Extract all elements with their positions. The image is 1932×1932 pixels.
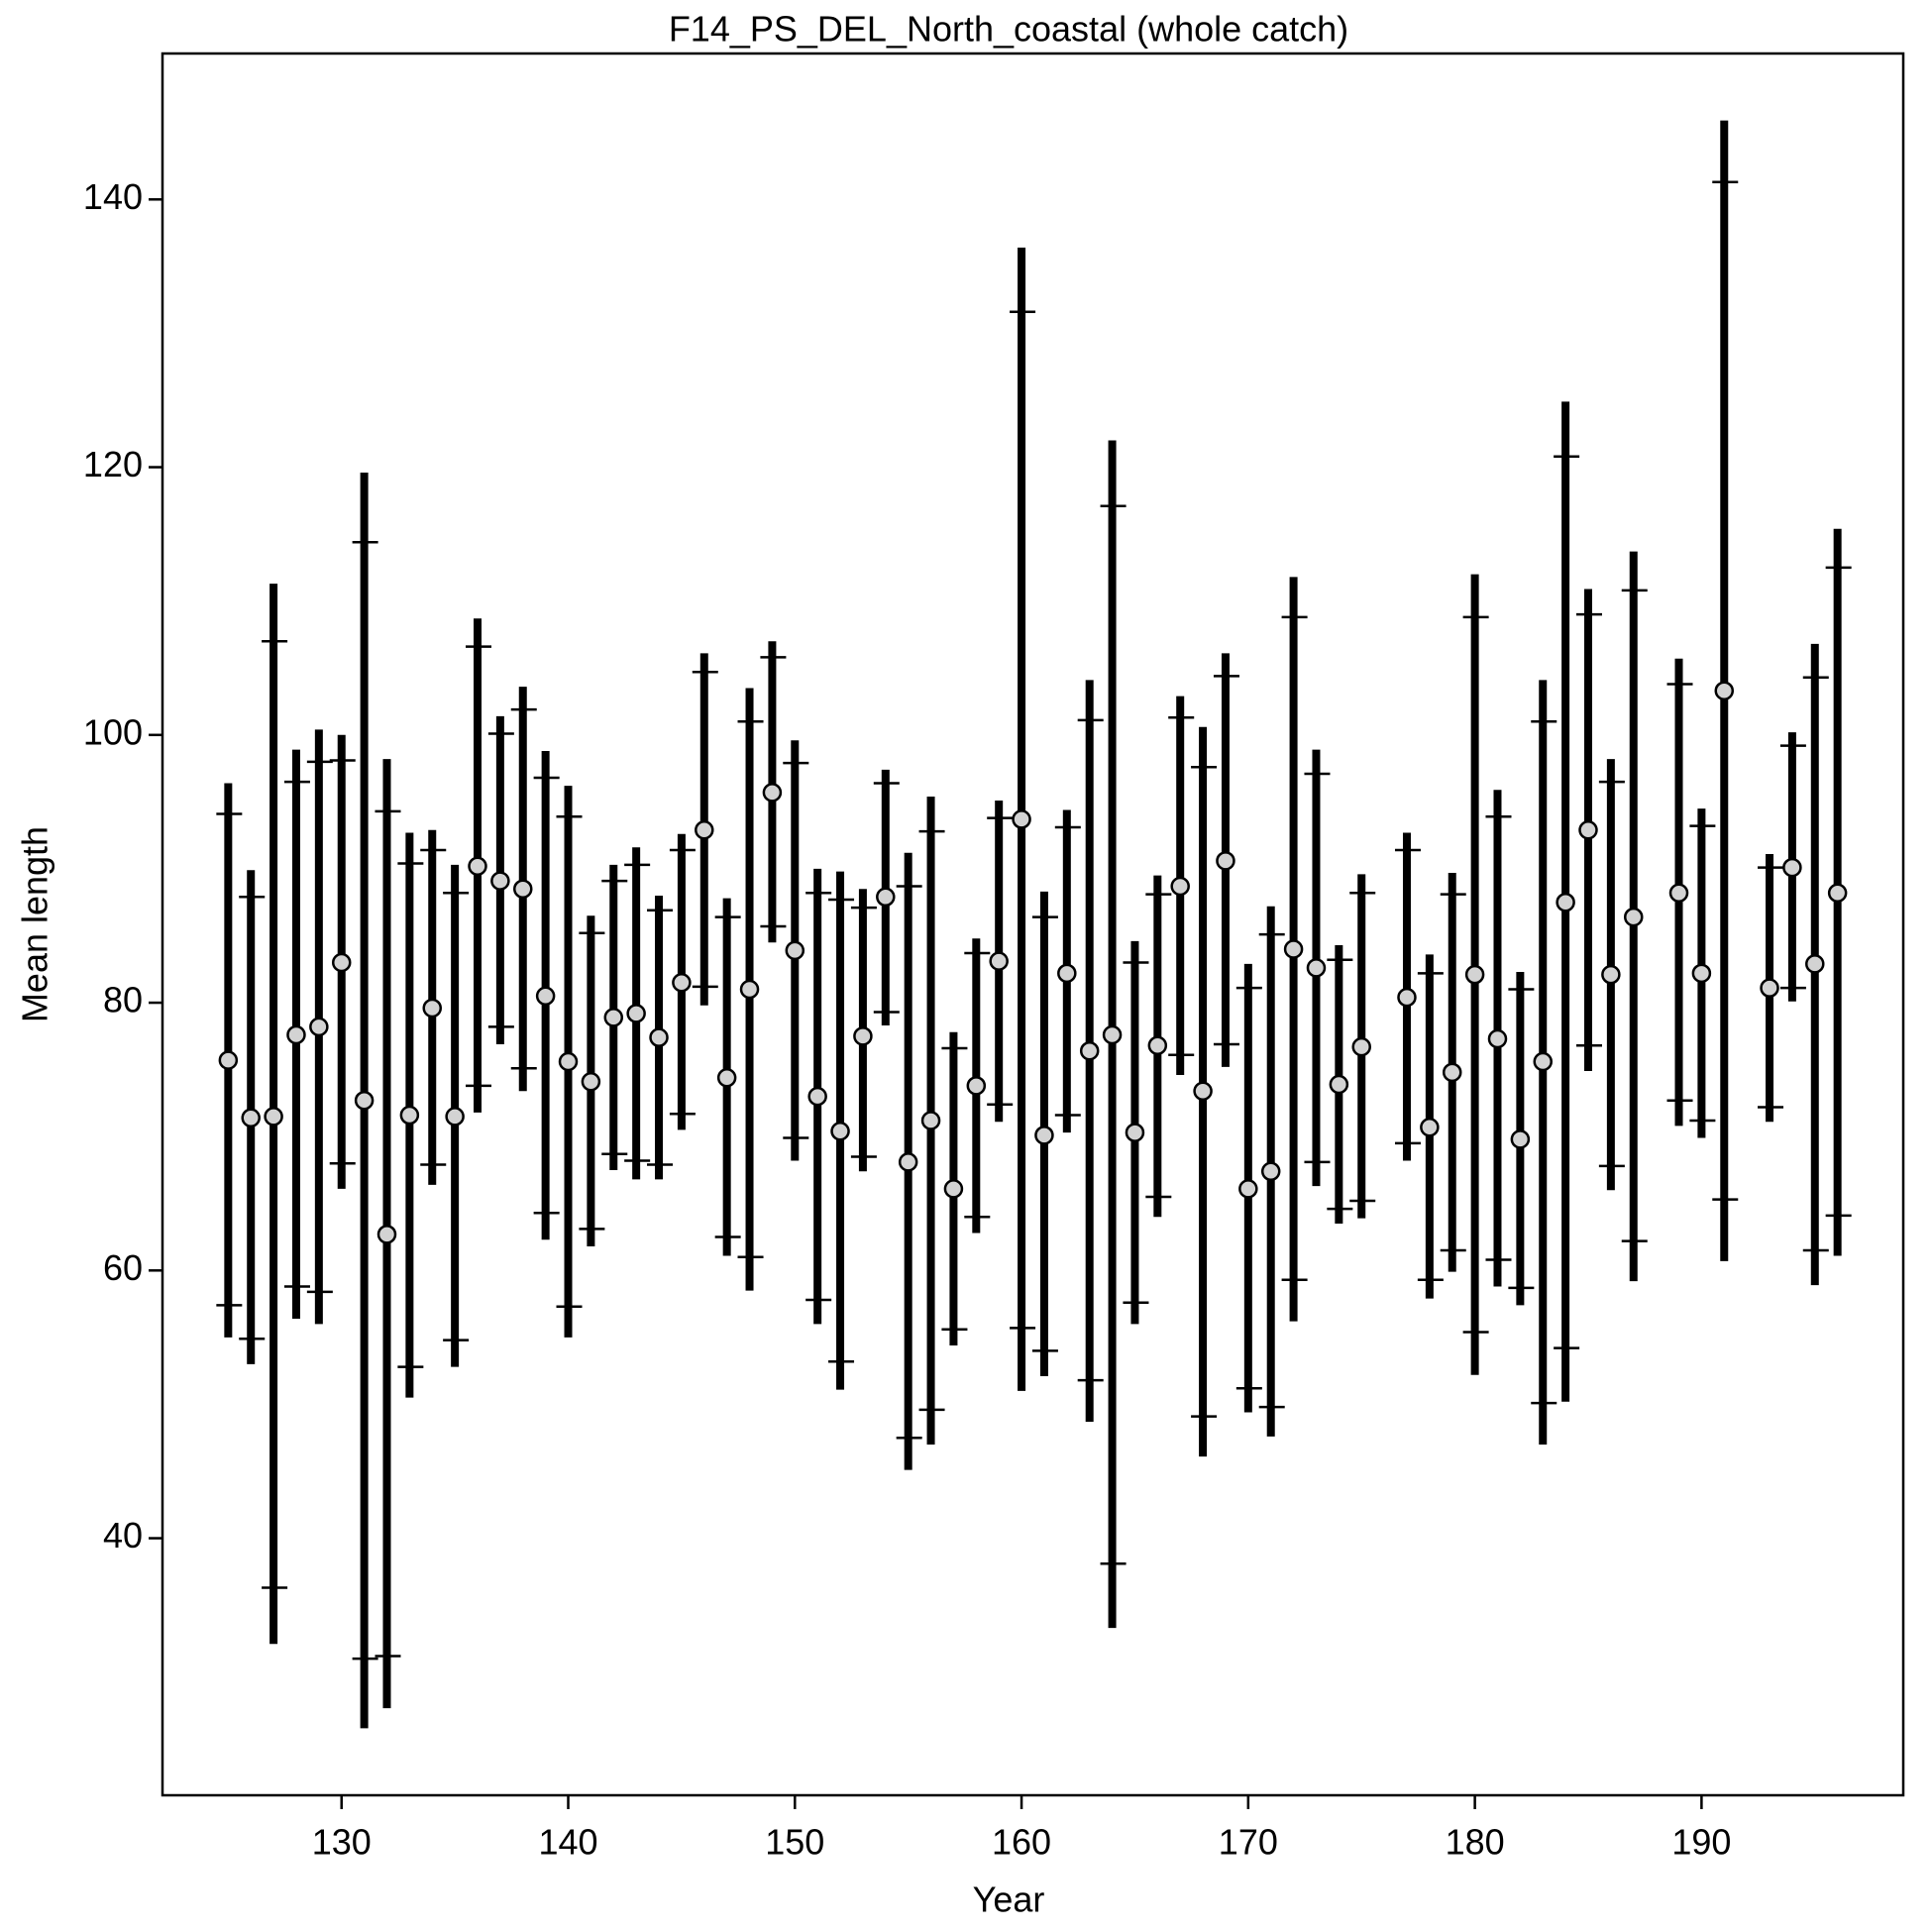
mean-point xyxy=(264,1107,283,1127)
mean-point xyxy=(785,940,805,961)
mean-point xyxy=(331,952,352,973)
x-tick-label: 170 xyxy=(1219,1822,1278,1863)
mean-point xyxy=(1464,964,1485,985)
mean-point xyxy=(490,871,510,891)
mean-point xyxy=(989,951,1009,971)
mean-point xyxy=(513,879,533,899)
mean-point xyxy=(1691,963,1712,984)
mean-point xyxy=(1624,907,1644,927)
mean-point xyxy=(1714,681,1735,700)
mean-point xyxy=(603,1008,624,1027)
chart-title: F14_PS_DEL_North_coastal (whole catch) xyxy=(669,9,1348,50)
mean-point xyxy=(535,986,556,1007)
mean-point xyxy=(716,1067,737,1088)
mean-point xyxy=(853,1026,873,1046)
mean-point xyxy=(1578,819,1598,840)
mean-point xyxy=(1034,1126,1054,1145)
x-tick-label: 180 xyxy=(1446,1822,1505,1863)
mean-point xyxy=(1238,1179,1258,1199)
mean-point xyxy=(739,979,760,1000)
mean-point xyxy=(1827,883,1848,903)
x-tick-label: 150 xyxy=(765,1822,824,1863)
mean-point xyxy=(241,1108,261,1128)
mean-point xyxy=(309,1017,329,1037)
mean-point xyxy=(695,819,714,840)
mean-point xyxy=(1420,1117,1440,1137)
mean-point xyxy=(1012,809,1031,829)
mean-point xyxy=(1329,1074,1349,1095)
mean-point xyxy=(943,1179,964,1199)
mean-point xyxy=(1442,1062,1462,1083)
mean-point xyxy=(581,1072,601,1092)
mean-point xyxy=(1260,1161,1281,1182)
mean-point xyxy=(1805,954,1825,974)
mean-point xyxy=(1283,939,1304,959)
mean-point xyxy=(672,973,692,993)
mean-point xyxy=(1487,1028,1508,1049)
mean-point xyxy=(1760,978,1779,998)
mean-point xyxy=(1556,892,1575,912)
x-tick-label: 160 xyxy=(992,1822,1051,1863)
mean-point xyxy=(1782,857,1802,878)
mean-point xyxy=(1147,1035,1168,1056)
mean-point xyxy=(1193,1081,1213,1101)
mean-point xyxy=(830,1122,850,1141)
mean-point xyxy=(626,1004,646,1023)
mean-point xyxy=(876,887,896,908)
mean-point xyxy=(286,1024,306,1045)
y-axis-label: Mean length xyxy=(15,826,55,1022)
y-tick-label: 80 xyxy=(103,980,143,1020)
mean-point xyxy=(966,1076,987,1096)
mean-point xyxy=(1306,958,1327,978)
mean-point xyxy=(558,1051,579,1072)
mean-point xyxy=(807,1086,827,1107)
mean-point xyxy=(1668,883,1689,903)
mean-point xyxy=(1397,987,1417,1008)
plot-frame xyxy=(161,52,1905,1797)
mean-point xyxy=(1057,963,1077,984)
x-tick-label: 140 xyxy=(538,1822,597,1863)
mean-point xyxy=(762,783,783,803)
mean-point xyxy=(1216,851,1235,871)
mean-point xyxy=(1510,1129,1531,1149)
y-tick-label: 40 xyxy=(103,1515,143,1556)
mean-point xyxy=(422,998,442,1019)
mean-point xyxy=(445,1107,465,1127)
mean-point xyxy=(468,856,487,876)
mean-point xyxy=(1601,964,1621,985)
y-tick-label: 100 xyxy=(83,711,143,752)
x-tick-label: 190 xyxy=(1671,1822,1731,1863)
mean-point xyxy=(1170,876,1190,897)
y-tick-label: 60 xyxy=(103,1247,143,1288)
mean-point xyxy=(399,1105,420,1126)
mean-point xyxy=(1079,1040,1100,1061)
x-axis-label: Year xyxy=(973,1879,1045,1920)
mean-point xyxy=(920,1111,941,1130)
mean-point xyxy=(649,1027,669,1047)
x-tick-label: 130 xyxy=(312,1822,372,1863)
y-tick-label: 120 xyxy=(83,444,143,484)
mean-point xyxy=(354,1090,375,1111)
mean-point xyxy=(898,1152,918,1172)
mean-point xyxy=(376,1225,397,1244)
y-tick-label: 140 xyxy=(83,176,143,217)
mean-point xyxy=(1125,1123,1145,1142)
mean-point xyxy=(218,1050,239,1070)
mean-point xyxy=(1351,1036,1371,1057)
mean-point xyxy=(1102,1024,1123,1045)
mean-point xyxy=(1533,1051,1553,1072)
